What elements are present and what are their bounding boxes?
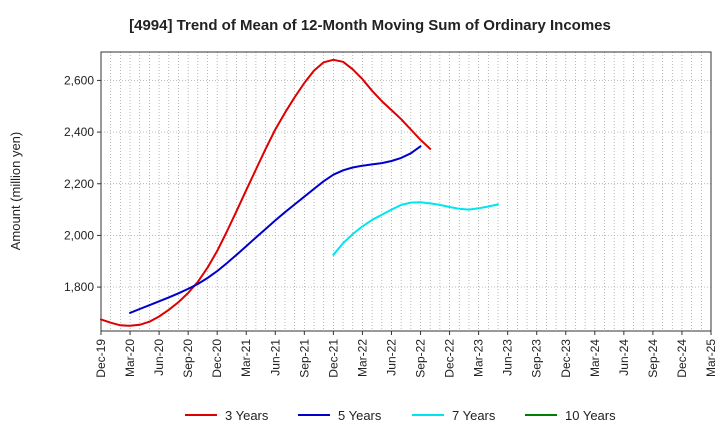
- x-tick-label: Dec-22: [443, 339, 457, 378]
- y-tick-label: 2,200: [64, 177, 94, 191]
- x-tick-label: Jun-24: [617, 339, 631, 376]
- y-tick-label: 2,400: [64, 125, 94, 139]
- series-line-3-years: [100, 58, 432, 327]
- x-tick-label: Sep-22: [414, 339, 428, 378]
- legend-label-10-years: 10 Years: [565, 408, 616, 423]
- x-tick-label: Sep-23: [530, 339, 544, 378]
- series-line-7-years: [332, 201, 499, 256]
- x-tick-label: Sep-20: [181, 339, 195, 378]
- legend: 3 Years 5 Years 7 Years 10 Years: [185, 408, 616, 423]
- series-layer: [100, 58, 499, 327]
- x-tick-label: Dec-24: [675, 339, 689, 378]
- x-tick-label: Mar-23: [472, 339, 486, 377]
- x-tick-label: Dec-23: [559, 339, 573, 378]
- x-tick-label: Mar-22: [355, 339, 369, 377]
- y-tick-label: 1,800: [64, 280, 94, 294]
- x-axis-ticks: Dec-19 Mar-20 Jun-20 Sep-20 Dec-20 Mar-21 Jun-…: [94, 331, 718, 378]
- legend-label-3-years: 3 Years: [225, 408, 269, 423]
- y-tick-label: 2,600: [64, 73, 94, 87]
- legend-label-5-years: 5 Years: [338, 408, 382, 423]
- chart-title: [4994] Trend of Mean of 12-Month Moving …: [129, 17, 611, 34]
- x-tick-label: Sep-21: [297, 339, 311, 378]
- x-tick-label: Dec-21: [326, 339, 340, 378]
- x-tick-label: Mar-25: [704, 339, 718, 377]
- x-tick-label: Jun-21: [268, 339, 282, 376]
- x-tick-label: Dec-19: [94, 339, 108, 378]
- plot-frame: [100, 51, 712, 332]
- legend-label-7-years: 7 Years: [452, 408, 496, 423]
- x-tick-label: Mar-21: [239, 339, 253, 377]
- series-line-5-years: [129, 145, 422, 314]
- x-tick-label: Jun-22: [384, 339, 398, 376]
- y-axis-ticks: 1,800 2,000 2,200 2,400 2,600: [64, 73, 101, 294]
- y-tick-label: 2,000: [64, 228, 94, 242]
- x-tick-label: Mar-24: [588, 339, 602, 377]
- x-tick-label: Sep-24: [646, 339, 660, 378]
- x-tick-label: Mar-20: [123, 339, 137, 377]
- y-axis-label: Amount (million yen): [8, 132, 23, 251]
- x-tick-label: Dec-20: [210, 339, 224, 378]
- x-tick-label: Jun-20: [152, 339, 166, 376]
- x-tick-label: Jun-23: [501, 339, 515, 376]
